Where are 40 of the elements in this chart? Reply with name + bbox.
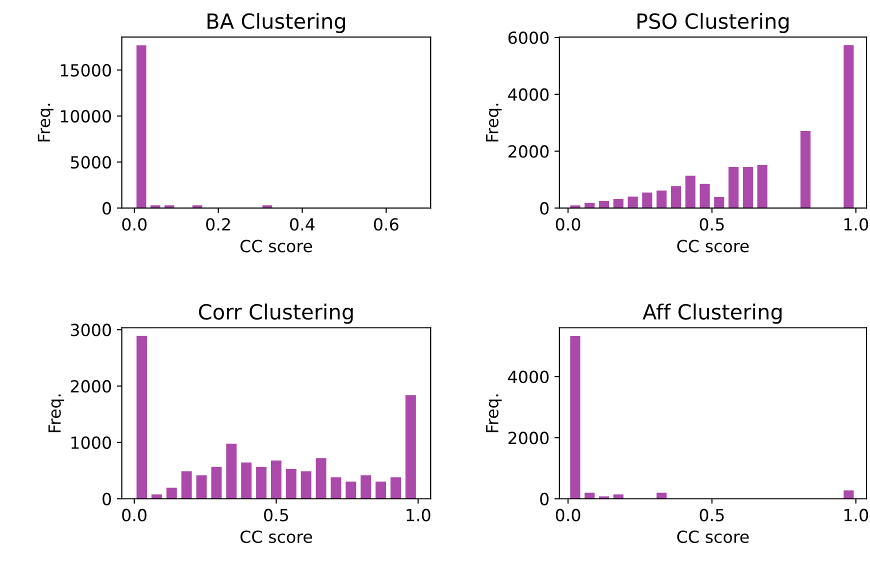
x-axis-title: CC score — [240, 240, 312, 252]
x-tick-label: 0.4 — [290, 218, 315, 231]
x-tick-label: 0.0 — [122, 218, 147, 231]
y-tick-label: 4000 — [508, 88, 549, 101]
x-tick-label: 0.5 — [264, 508, 288, 522]
x-axis-title: CC score — [677, 240, 749, 252]
y-tick-label: 4000 — [508, 370, 549, 384]
chart-title: Corr Clustering — [198, 304, 353, 324]
y-tick-label: 2000 — [508, 145, 549, 158]
chart-title: BA Clustering — [208, 12, 345, 34]
x-tick-label: 1.0 — [844, 508, 868, 522]
chart-title: PSO Clustering — [638, 12, 789, 34]
y-tick-label: 0 — [102, 492, 111, 506]
x-tick-label: 0.2 — [206, 218, 230, 231]
y-axis-title: Freq. — [48, 394, 64, 432]
y-tick-label: 0 — [540, 492, 549, 506]
chart-title: Aff Clustering — [642, 304, 782, 324]
x-tick-label: 0.5 — [700, 218, 724, 231]
y-tick-label: 2000 — [508, 432, 549, 444]
y-tick-label: 3000 — [70, 324, 111, 336]
y-tick-label: 2000 — [70, 380, 111, 393]
x-tick-label: 1.0 — [406, 508, 430, 522]
y-tick-label: 6000 — [508, 31, 549, 44]
x-axis-title: CC score — [240, 530, 312, 544]
x-axis-title: CC score — [677, 530, 749, 544]
y-axis-title: Freq. — [486, 104, 502, 142]
x-tick-label: 0.0 — [556, 218, 580, 231]
x-tick-label: 0.0 — [556, 508, 580, 522]
y-tick-label: 0 — [102, 202, 111, 215]
y-tick-label: 10000 — [60, 110, 111, 123]
x-tick-label: 0.0 — [122, 508, 146, 522]
x-tick-label: 1.0 — [844, 218, 868, 231]
x-tick-label: 0.6 — [374, 218, 398, 231]
y-tick-label: 15000 — [60, 64, 111, 77]
y-axis-title: Freq. — [38, 104, 54, 142]
y-tick-label: 1000 — [71, 436, 111, 449]
y-axis-title: Freq. — [486, 394, 502, 432]
y-tick-label: 5000 — [70, 156, 111, 169]
x-tick-label: 0.5 — [700, 508, 724, 522]
y-tick-label: 0 — [540, 202, 549, 215]
